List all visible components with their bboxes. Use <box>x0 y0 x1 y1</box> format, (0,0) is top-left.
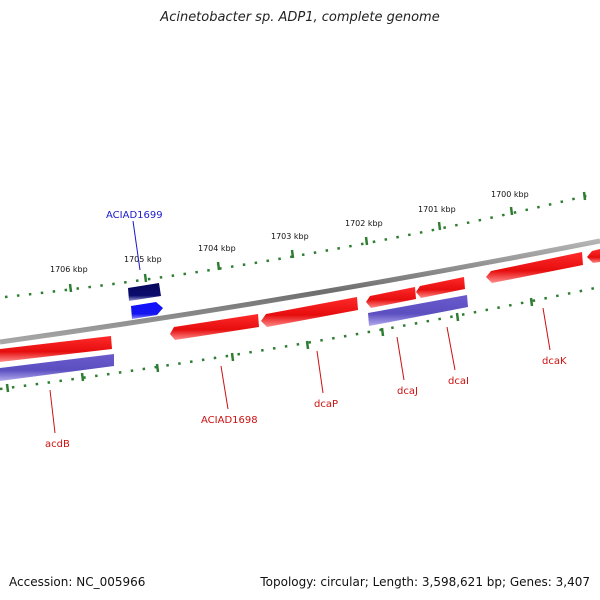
gene-dcaK[interactable] <box>486 252 583 283</box>
major-tick <box>582 191 587 201</box>
major-tick <box>68 283 73 293</box>
major-tick <box>230 352 235 362</box>
gene-label-acdB[interactable]: acdB <box>45 439 70 450</box>
gene-dcaJ[interactable] <box>368 295 468 326</box>
leader-line <box>446 326 456 371</box>
major-tick <box>5 383 10 393</box>
major-tick <box>143 273 148 283</box>
major-tick <box>509 206 514 216</box>
gene-label-dcaP[interactable]: dcaP <box>314 399 338 410</box>
gene-dcaP[interactable] <box>261 297 358 327</box>
scale-label: 1703 kbp <box>271 232 309 241</box>
major-tick <box>216 261 221 271</box>
major-tick <box>80 372 85 382</box>
major-tick <box>364 236 369 246</box>
gene-ACIAD1699[interactable] <box>131 302 163 319</box>
major-tick <box>305 340 310 350</box>
leader-line <box>220 365 229 410</box>
scale-label: 1704 kbp <box>198 244 236 253</box>
genome-summary-text: Topology: circular; Length: 3,598,621 bp… <box>260 575 590 589</box>
leader-line <box>132 220 141 271</box>
inner-tick-track <box>0 285 600 393</box>
map-title: Acinetobacter sp. ADP1, complete genome <box>160 10 440 25</box>
gene-dcaI[interactable] <box>416 277 465 298</box>
major-tick <box>437 221 442 231</box>
major-tick <box>455 312 460 322</box>
scale-label: 1702 kbp <box>345 219 383 228</box>
major-tick <box>155 363 160 373</box>
gene-label-dcaJ[interactable]: dcaJ <box>397 386 418 397</box>
scale-label: 1701 kbp <box>418 205 456 214</box>
leader-line <box>49 389 56 434</box>
major-tick <box>380 327 385 337</box>
gene-edge[interactable] <box>587 249 600 263</box>
major-tick <box>290 249 295 259</box>
scale-label: 1705 kbp <box>124 255 162 264</box>
genome-backbone <box>0 238 600 345</box>
gene-ACIAD1699-dark[interactable] <box>128 283 161 301</box>
gene-acdB-upper[interactable] <box>0 336 112 362</box>
gene-label-ACIAD1698[interactable]: ACIAD1698 <box>201 415 258 426</box>
leader-line <box>396 336 405 381</box>
gene-acdB[interactable] <box>0 354 114 381</box>
gene-ACIAD1698[interactable] <box>170 314 259 340</box>
leader-line <box>316 350 324 394</box>
major-tick <box>529 297 534 307</box>
leader-line <box>542 307 551 351</box>
outer-tick-track <box>4 191 591 299</box>
scale-label: 1706 kbp <box>50 265 88 274</box>
gene-label-ACIAD1699[interactable]: ACIAD1699 <box>106 210 163 221</box>
gene-label-dcaI[interactable]: dcaI <box>448 376 469 387</box>
gene-label-dcaK[interactable]: dcaK <box>542 356 567 367</box>
gene-dcaJ-upper[interactable] <box>366 287 416 308</box>
scale-label: 1700 kbp <box>491 190 529 199</box>
accession-text: Accession: NC_005966 <box>9 575 146 589</box>
